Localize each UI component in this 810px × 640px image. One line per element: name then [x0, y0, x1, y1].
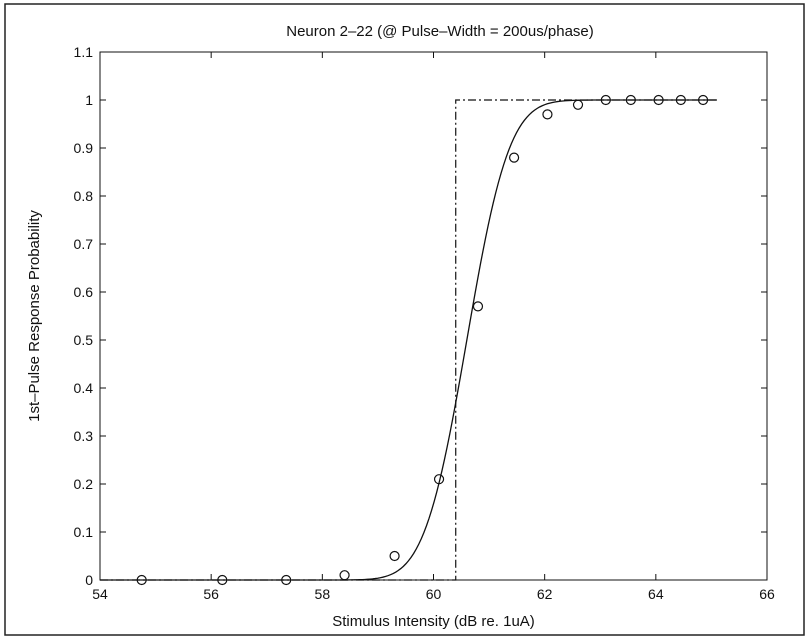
data-point — [675, 94, 686, 106]
y-tick-label: 0.3 — [74, 428, 94, 444]
y-tick-label: 0.2 — [74, 476, 94, 492]
data-point — [600, 94, 611, 106]
data-point — [389, 550, 400, 562]
y-tick-label: 0.1 — [74, 524, 94, 540]
x-tick-label: 56 — [203, 586, 219, 602]
x-tick-label: 64 — [648, 586, 664, 602]
y-tick-label: 0.6 — [74, 284, 94, 300]
data-point — [472, 301, 484, 312]
x-axis-label: Stimulus Intensity (dB re. 1uA) — [332, 613, 535, 630]
data-point — [433, 474, 445, 485]
figure-border — [4, 3, 805, 636]
y-tick-label: 0.8 — [74, 188, 94, 204]
fitted-curve — [100, 99, 717, 581]
data-point — [281, 574, 292, 586]
x-axis: 54 56 58 60 62 64 66 — [92, 52, 775, 602]
x-tick-label: 54 — [92, 586, 108, 602]
data-point — [339, 570, 350, 581]
y-tick-label: 0.5 — [74, 332, 94, 348]
y-tick-label: 1.1 — [74, 44, 94, 60]
y-axis: 0 0.1 0.2 0.3 0.4 0.5 0.6 0.7 0.8 0.9 1 1.1 — [74, 44, 767, 588]
x-tick-label: 58 — [315, 586, 331, 602]
y-tick-label: 1 — [85, 92, 93, 108]
y-tick-label: 0 — [85, 572, 93, 588]
data-point — [136, 574, 147, 586]
chart-title: Neuron 2–22 (@ Pulse–Width = 200us/phase… — [286, 23, 594, 40]
x-tick-label: 60 — [426, 586, 442, 602]
data-point — [653, 94, 664, 106]
data-point — [697, 94, 709, 106]
y-tick-label: 0.9 — [74, 140, 94, 156]
x-tick-label: 66 — [759, 586, 775, 602]
y-tick-label: 0.4 — [74, 380, 94, 396]
x-tick-label: 62 — [537, 586, 553, 602]
data-point — [542, 109, 553, 120]
series-layer — [100, 94, 717, 586]
data-point — [625, 94, 636, 106]
data-point — [508, 152, 520, 163]
data-point — [572, 99, 584, 110]
y-axis-label: 1st–Pulse Response Probability — [26, 210, 43, 422]
y-tick-label: 0.7 — [74, 236, 94, 252]
data-point — [217, 574, 228, 586]
